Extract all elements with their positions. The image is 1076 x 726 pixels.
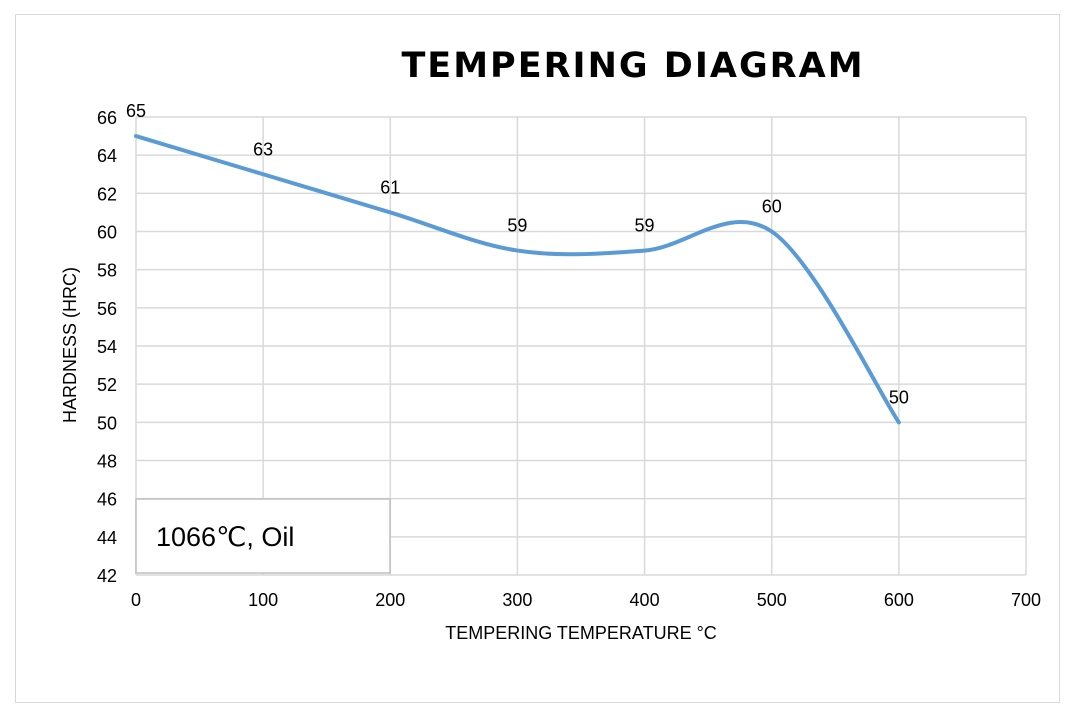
y-tick-label: 52 xyxy=(97,375,117,395)
y-tick-label: 58 xyxy=(97,261,117,281)
data-label: 60 xyxy=(762,197,782,217)
y-tick-label: 64 xyxy=(97,146,117,166)
data-label: 63 xyxy=(253,139,273,159)
chart-frame xyxy=(15,14,1060,703)
x-tick-label: 200 xyxy=(375,590,405,610)
data-label: 59 xyxy=(507,216,527,236)
data-label: 50 xyxy=(889,387,909,407)
y-tick-label: 66 xyxy=(97,108,117,128)
y-tick-label: 62 xyxy=(97,184,117,204)
x-tick-label: 400 xyxy=(630,590,660,610)
chart-title: TEMPERING DIAGRAM xyxy=(401,46,864,86)
series-layer xyxy=(134,134,901,425)
y-tick-label: 42 xyxy=(97,566,117,586)
x-tick-label: 100 xyxy=(248,590,278,610)
data-label: 59 xyxy=(635,216,655,236)
data-label: 61 xyxy=(380,177,400,197)
data-label: 65 xyxy=(126,101,146,121)
y-tick-label: 46 xyxy=(97,490,117,510)
y-axis-title: HARDNESS (HRC) xyxy=(60,267,80,423)
x-tick-label: 700 xyxy=(1011,590,1041,610)
x-tick-label: 600 xyxy=(884,590,914,610)
y-tick-label: 60 xyxy=(97,223,117,243)
annotation-text: 1066℃, Oil xyxy=(156,522,294,552)
tick-label-layer: 42 44 46 48 50 52 54 56 58 60 62 64 66 0 100 200 300 400 5… xyxy=(97,108,1041,610)
x-axis-title: TEMPERING TEMPERATURE °C xyxy=(445,623,717,643)
y-tick-label: 54 xyxy=(97,337,117,357)
x-tick-label: 300 xyxy=(502,590,532,610)
series-line xyxy=(134,134,901,425)
x-tick-label: 0 xyxy=(131,590,141,610)
annotation-box-border xyxy=(135,498,391,574)
y-tick-label: 56 xyxy=(97,299,117,319)
x-tick-label: 500 xyxy=(757,590,787,610)
y-tick-label: 50 xyxy=(97,413,117,433)
annotation-box: 1066℃, Oil xyxy=(135,498,391,574)
y-tick-label: 44 xyxy=(97,528,117,548)
data-label-layer: 65 63 61 59 59 60 50 xyxy=(126,101,909,407)
y-tick-label: 48 xyxy=(97,452,117,472)
